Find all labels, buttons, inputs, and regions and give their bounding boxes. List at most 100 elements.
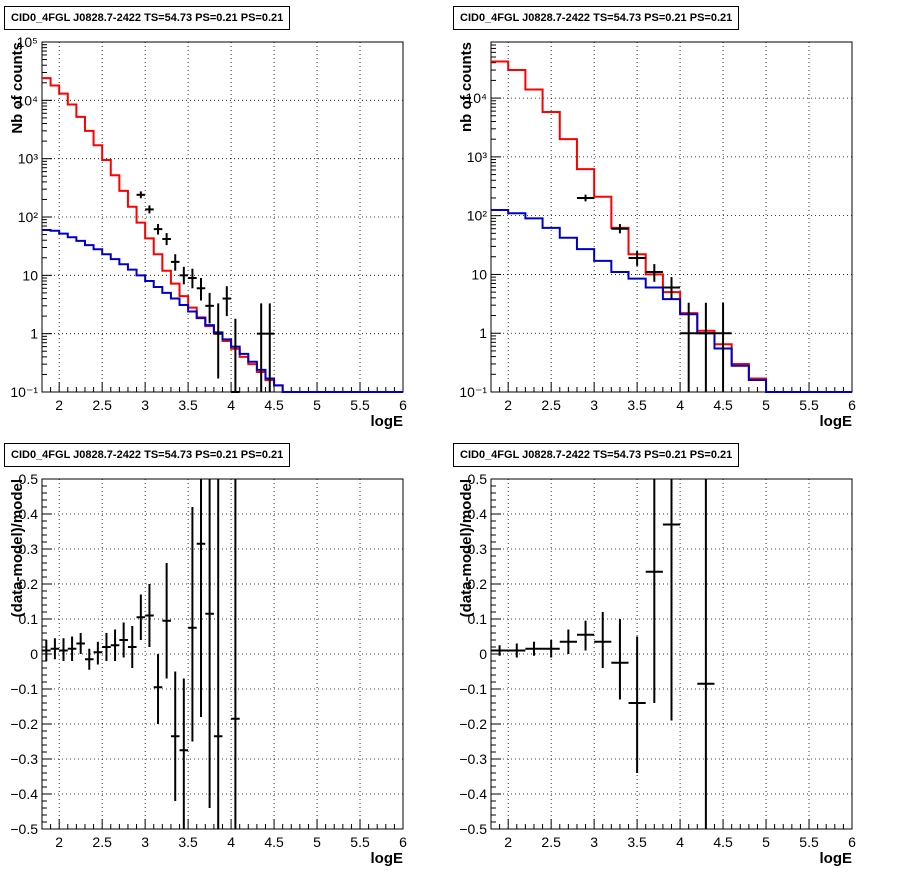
histogram-series-total-model	[491, 60, 852, 393]
data-point	[231, 479, 240, 829]
data-point	[714, 302, 732, 392]
y-tick-label: −0.1	[459, 681, 487, 697]
x-axis-label: logE	[820, 850, 853, 867]
data-point	[196, 479, 206, 717]
x-tick-label: 2	[504, 834, 512, 850]
x-tick-label: 5	[762, 397, 770, 413]
counts-right-svg: 2 2.5 3 3.5 4 4.5 5 5.5 6 10⁻¹ 1 10 10² 10³ 10⁴ logE nb …	[458, 41, 856, 430]
data-point	[179, 266, 189, 285]
x-tick-label: 3.5	[627, 834, 647, 850]
y-tick-label: −0.3	[459, 751, 487, 767]
y-tick-label: 0.5	[468, 471, 488, 487]
y-tick-label: 0.5	[19, 471, 39, 487]
y-tick-label: 10⁻¹	[10, 384, 38, 400]
y-tick-label: −0.5	[10, 821, 38, 837]
data-point	[205, 479, 214, 808]
y-tick-label: 10⁵	[17, 34, 38, 50]
x-tick-label: 5	[313, 834, 321, 850]
x-tick-label: 3	[141, 834, 149, 850]
panel-residuals-left: 2 2.5 3 3.5 4 4.5 5 5.5 6 −0.5 −0.4 −0.3 −0.2 −0.1 0 0.…	[0, 437, 449, 874]
x-tick-label: 6	[848, 397, 856, 413]
x-tick-label: 2.5	[541, 834, 561, 850]
x-tick-label: 2	[55, 834, 63, 850]
x-tick-label: 6	[399, 834, 407, 850]
data-point	[127, 626, 137, 668]
y-tick-label: −0.2	[459, 716, 487, 732]
x-tick-label: 3	[590, 397, 598, 413]
y-tick-label: 0.3	[468, 541, 488, 557]
residuals-left-svg: 2 2.5 3 3.5 4 4.5 5 5.5 6 −0.5 −0.4 −0.3 −0.2 −0.1 0 0.…	[9, 471, 407, 867]
data-point	[145, 205, 154, 214]
data-point	[213, 303, 223, 379]
y-axis-label: (data-model)/model	[458, 479, 475, 617]
data-point	[594, 612, 612, 668]
data-point	[42, 640, 51, 661]
x-tick-label: 4.5	[713, 397, 733, 413]
histogram-series-component	[491, 208, 852, 393]
x-tick-label: 4	[676, 397, 684, 413]
data-point	[611, 224, 629, 234]
data-point	[67, 636, 77, 661]
x-tick-label: 5	[762, 834, 770, 850]
x-tick-label: 4.5	[264, 834, 284, 850]
data-point	[179, 678, 189, 829]
y-tick-label: 10⁻¹	[459, 384, 487, 400]
data-point	[170, 254, 180, 271]
data-point	[170, 671, 180, 801]
y-axis-label: Nb of counts	[9, 42, 26, 134]
y-tick-label: 10	[471, 266, 487, 282]
data-point	[136, 594, 146, 640]
y-tick-label: 10⁴	[16, 92, 38, 108]
x-tick-label: 2.5	[92, 397, 112, 413]
y-tick-label: −0.4	[459, 786, 487, 802]
y-tick-label: 10³	[18, 151, 39, 167]
y-tick-label: 0	[479, 646, 487, 662]
data-point	[628, 251, 646, 266]
data-point	[231, 318, 240, 393]
y-tick-label: 1	[30, 326, 38, 342]
data-point	[645, 264, 663, 282]
residuals-right-svg: 2 2.5 3 3.5 4 4.5 5 5.5 6 −0.5 −0.4 −0.3 −0.2 −0.1 0 0.…	[458, 471, 856, 867]
y-tick-label: 0	[30, 646, 38, 662]
x-tick-label: 5.5	[799, 397, 819, 413]
data-point	[542, 640, 560, 658]
data-point	[256, 303, 266, 392]
x-tick-label: 4	[676, 834, 684, 850]
y-tick-label: −0.2	[10, 716, 38, 732]
y-tick-label: −0.4	[10, 786, 38, 802]
panel-residuals-right: 2 2.5 3 3.5 4 4.5 5 5.5 6 −0.5 −0.4 −0.3 −0.2 −0.1 0 0.…	[449, 437, 898, 874]
x-tick-label: 3.5	[178, 834, 198, 850]
y-tick-label: 0.4	[468, 506, 488, 522]
data-point	[162, 563, 171, 679]
x-tick-label: 5.5	[799, 834, 819, 850]
data-point	[205, 292, 214, 324]
chart-title: CID0_4FGL J0828.7-2422 TS=54.73 PS=0.21 …	[4, 6, 291, 30]
data-point	[93, 641, 103, 665]
x-tick-label: 5.5	[350, 397, 370, 413]
x-tick-label: 3.5	[178, 397, 198, 413]
panel-counts-left: 2 2.5 3 3.5 4 4.5 5 5.5 6 10⁻¹ 1 10 10² 10³ 10⁴ 10⁵ logE…	[0, 0, 449, 437]
x-tick-label: 5.5	[350, 834, 370, 850]
data-point	[136, 191, 146, 199]
y-axis-label: (data-model)/model	[9, 479, 26, 617]
x-tick-label: 2	[504, 397, 512, 413]
y-tick-label: 10²	[18, 209, 39, 225]
data-point	[59, 638, 68, 661]
data-point	[162, 233, 171, 246]
y-tick-label: 10³	[467, 149, 488, 165]
y-tick-label: 10²	[467, 208, 488, 224]
data-point	[84, 648, 94, 670]
x-tick-label: 4.5	[713, 834, 733, 850]
plot-frame	[490, 41, 853, 393]
data-point	[697, 302, 715, 392]
data-point	[102, 633, 111, 661]
data-point	[119, 622, 128, 658]
x-tick-label: 4	[227, 397, 235, 413]
data-point	[628, 636, 646, 773]
data-point	[76, 633, 85, 654]
data-point	[153, 223, 163, 235]
data-point	[559, 629, 577, 654]
x-tick-label: 5	[313, 397, 321, 413]
data-point	[213, 479, 223, 829]
data-point	[222, 286, 232, 317]
